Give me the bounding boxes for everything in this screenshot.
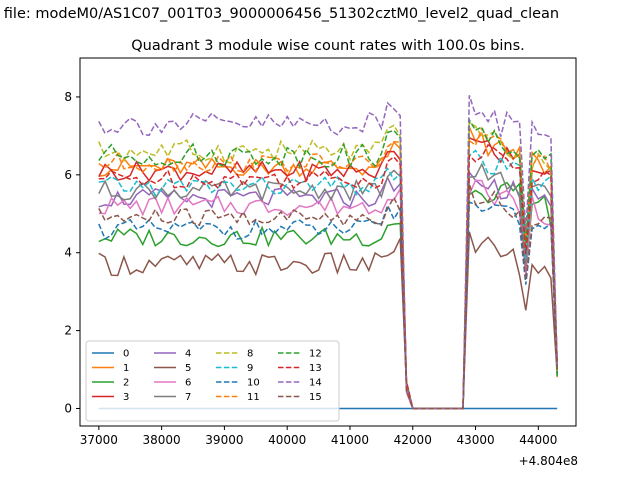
- series-line-6: [98, 179, 558, 410]
- x-tick-label: 43000: [456, 433, 494, 447]
- x-tick-label: 38000: [143, 433, 181, 447]
- series-line-3: [98, 136, 558, 410]
- legend-label-6: 6: [185, 378, 191, 389]
- legend-label-12: 12: [309, 349, 322, 360]
- y-tick-label: 6: [64, 168, 72, 182]
- x-tick-label: 37000: [80, 433, 118, 447]
- legend-label-7: 7: [185, 392, 191, 403]
- legend-label-5: 5: [185, 363, 191, 374]
- y-tick-label: 2: [64, 324, 72, 338]
- series-line-11: [98, 126, 558, 410]
- series-line-12: [98, 117, 558, 410]
- legend-label-14: 14: [309, 378, 322, 389]
- legend-label-3: 3: [123, 392, 129, 403]
- x-offset-label: +4.804e8: [519, 454, 578, 468]
- legend-box: [85, 340, 340, 422]
- legend-label-10: 10: [247, 378, 260, 389]
- x-tick-label: 41000: [331, 433, 369, 447]
- x-tick-label: 39000: [205, 433, 243, 447]
- series-line-15: [98, 183, 558, 410]
- legend-label-4: 4: [185, 349, 191, 360]
- series-line-2: [98, 181, 558, 410]
- axes: 37000 38000 39000 40000 41000 42000 43000 44000…: [64, 57, 577, 447]
- y-tick-label: 8: [64, 90, 72, 104]
- legend-label-9: 9: [247, 363, 253, 374]
- y-tick-label: 0: [64, 401, 72, 415]
- x-tick-label: 42000: [394, 433, 432, 447]
- x-tick-label: 40000: [268, 433, 306, 447]
- legend-label-1: 1: [123, 363, 129, 374]
- figure-suptitle: n file: modeM0/AS1C07_001T03_9000006456_…: [0, 6, 559, 22]
- legend-label-0: 0: [123, 349, 129, 360]
- legend-label-11: 11: [247, 392, 260, 403]
- y-tick-label: 4: [64, 246, 72, 260]
- chart-title: Quadrant 3 module wise count rates with …: [131, 38, 525, 54]
- axes-frame: [79, 57, 577, 427]
- series-line-7: [98, 162, 558, 410]
- legend-label-15: 15: [309, 392, 322, 403]
- series-line-5: [98, 231, 558, 410]
- series-line-10: [98, 200, 558, 410]
- legend-label-13: 13: [309, 363, 322, 374]
- series-line-14: [98, 95, 558, 410]
- plot-area: [98, 95, 558, 410]
- series-line-13: [98, 143, 558, 410]
- series-line-8: [98, 121, 558, 410]
- legend-label-8: 8: [247, 349, 253, 360]
- x-tick-label: 44000: [519, 433, 557, 447]
- legend-label-2: 2: [123, 378, 129, 389]
